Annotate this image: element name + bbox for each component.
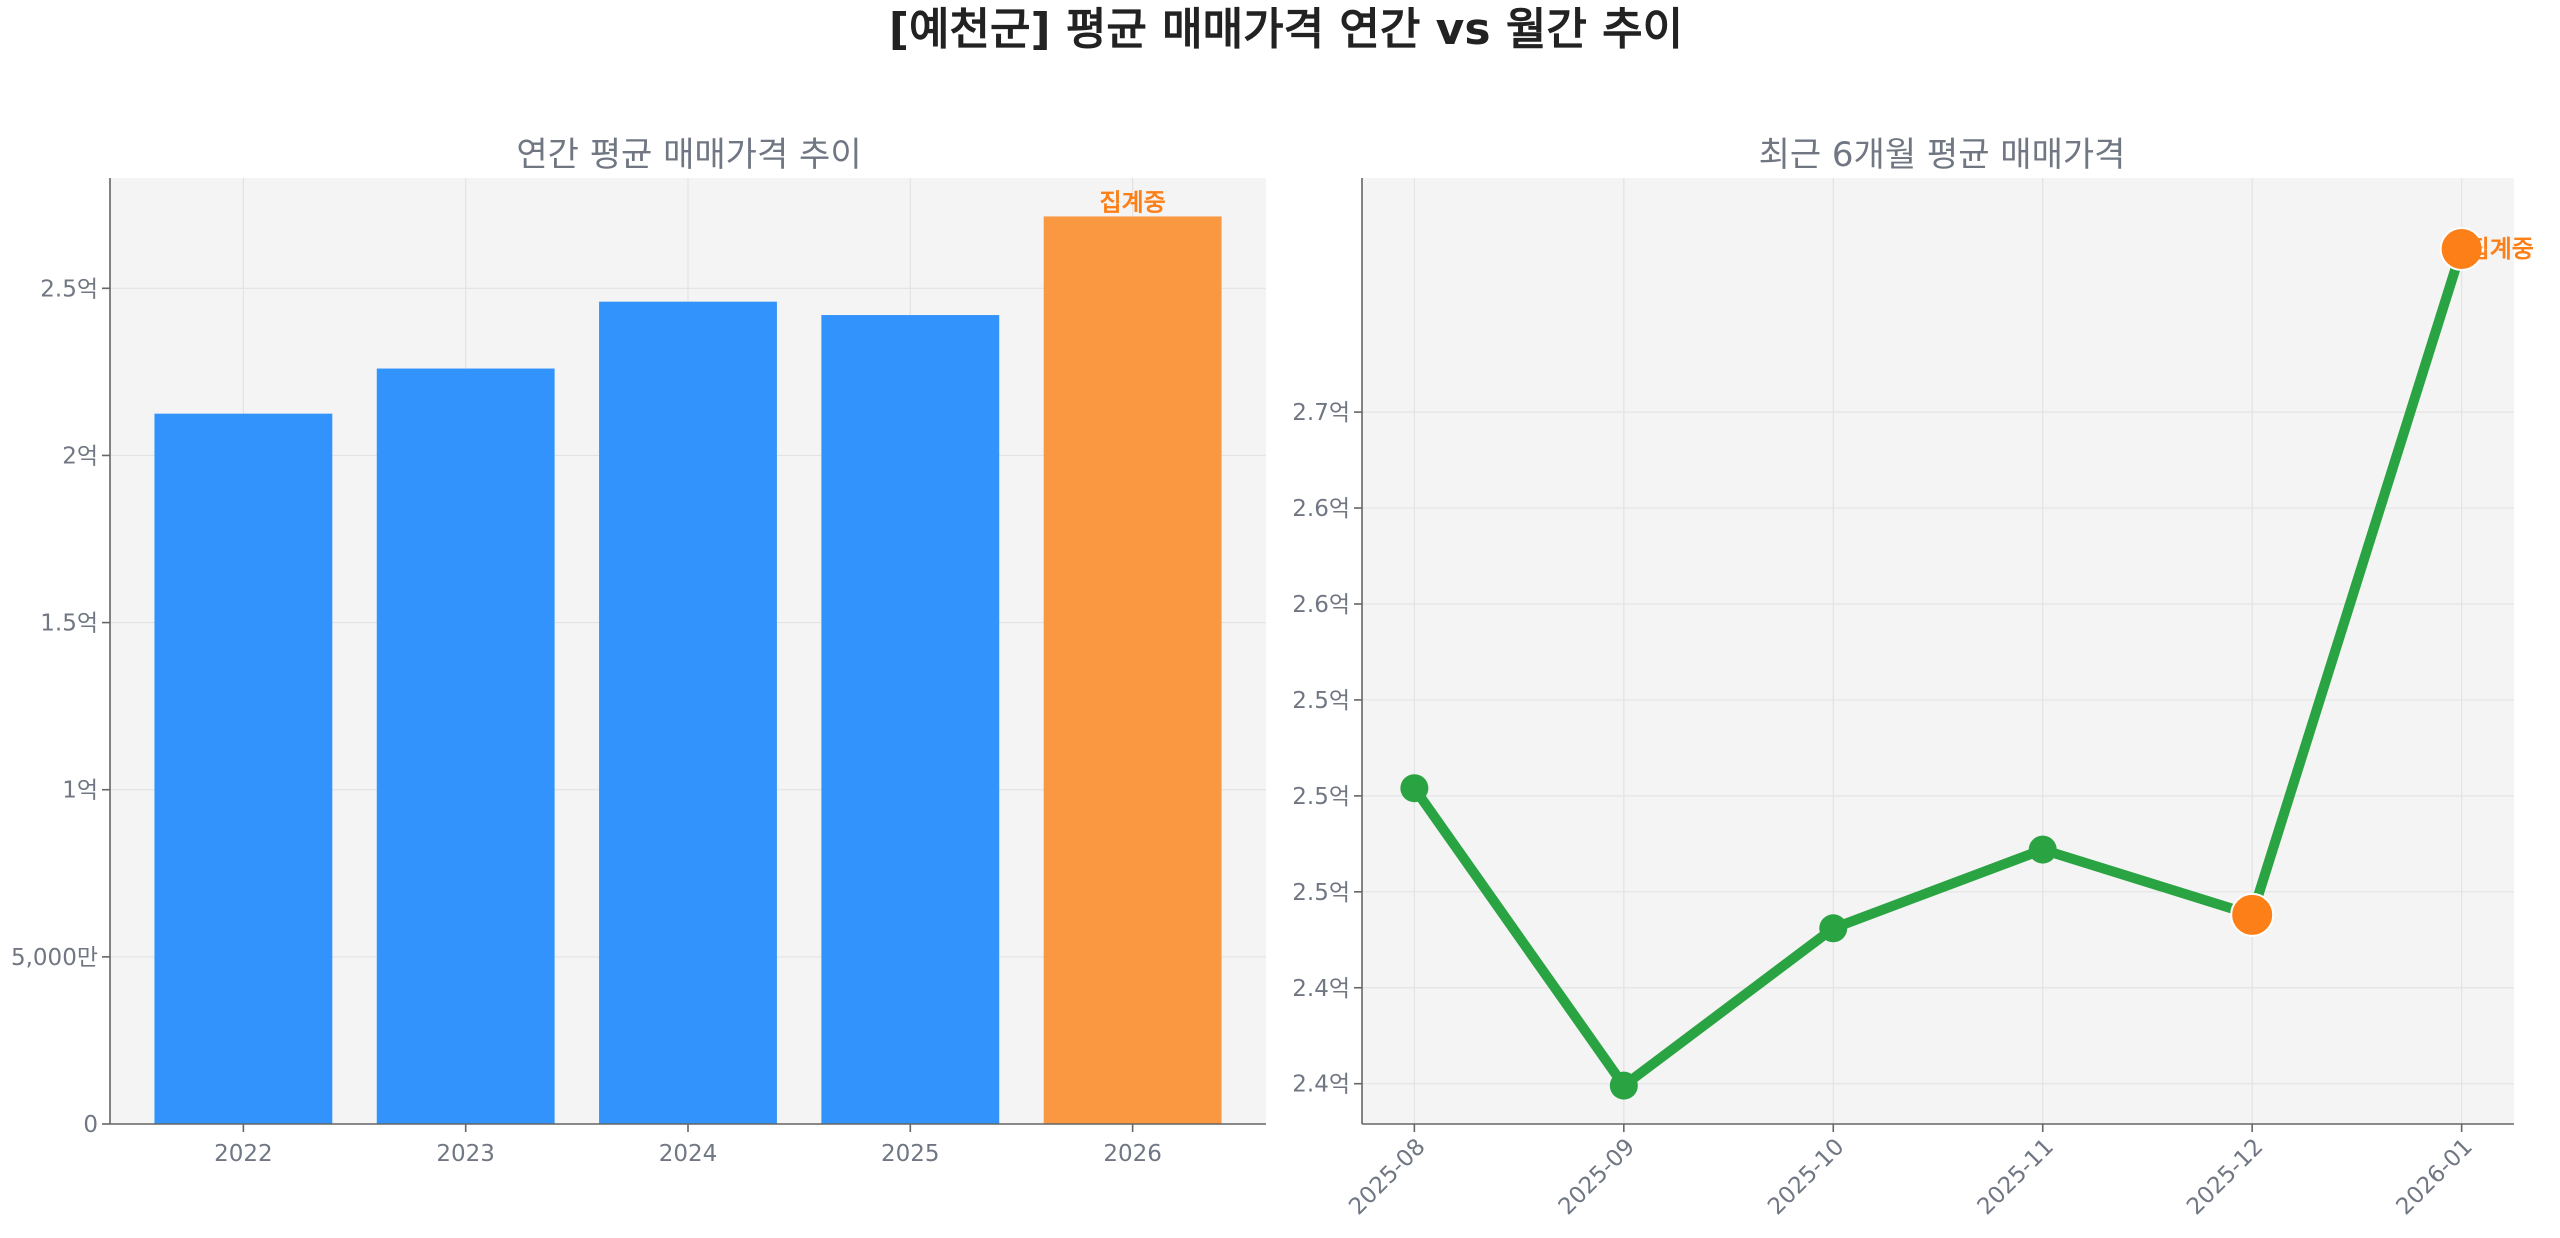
line-x-tick-label: 2025-12 bbox=[2182, 1134, 2268, 1220]
bar-y-tick-label: 0 bbox=[83, 1112, 98, 1138]
line-plot-area bbox=[1362, 178, 2514, 1124]
bar-x-tick-label: 2024 bbox=[659, 1141, 718, 1167]
bar-2024 bbox=[599, 301, 777, 1124]
bar-2023 bbox=[376, 368, 555, 1124]
bar-x-tick-label: 2022 bbox=[214, 1141, 273, 1167]
line-point-2025-08 bbox=[1400, 774, 1429, 803]
line-partial-annotation: 집계중 bbox=[2468, 235, 2534, 263]
monthly-line-chart: 최근 6개월 평균 매매가격 집계중 2.4억 2.4억 2.5억 2.5억 2.5억 2.… bbox=[1292, 135, 2534, 1220]
bar-2025 bbox=[821, 315, 1000, 1125]
bar-2022 bbox=[154, 413, 333, 1124]
figure-title: [예천군] 평균 매매가격 연간 vs 월간 추이 bbox=[889, 4, 1683, 55]
monthly-price-line bbox=[1409, 243, 2467, 1091]
bar-x-tick-label: 2023 bbox=[436, 1141, 495, 1167]
line-x-tick-label: 2025-10 bbox=[1763, 1134, 1849, 1220]
bar-y-tick-label: 1.5억 bbox=[40, 611, 98, 637]
line-y-tick-label: 2.6억 bbox=[1292, 496, 1350, 522]
bar-x-tick-label: 2026 bbox=[1103, 1141, 1162, 1167]
bar-y-tick-label: 2.5억 bbox=[40, 276, 98, 302]
line-y-tick-label: 2.7억 bbox=[1292, 400, 1350, 426]
line-y-tick-label: 2.5억 bbox=[1292, 880, 1350, 906]
line-point-2025-12 bbox=[2230, 892, 2275, 937]
line-point-2025-09 bbox=[1609, 1071, 1638, 1100]
line-y-tick-label: 2.4억 bbox=[1292, 976, 1350, 1002]
bar-chart-title: 연간 평균 매매가격 추이 bbox=[516, 135, 861, 175]
line-chart-title: 최근 6개월 평균 매매가격 bbox=[1759, 135, 2126, 175]
line-y-tick-label: 2.6억 bbox=[1292, 592, 1350, 618]
line-point-2025-10 bbox=[1819, 914, 1848, 943]
bar-x-tick-label: 2025 bbox=[881, 1141, 940, 1167]
bar-y-tick-label: 1억 bbox=[62, 778, 98, 804]
line-x-tick-label: 2026-01 bbox=[2392, 1134, 2478, 1220]
line-y-tick-label: 2.4억 bbox=[1292, 1072, 1350, 1098]
line-x-tick-label: 2025-11 bbox=[1973, 1134, 2059, 1220]
bar-2026 bbox=[1043, 216, 1222, 1124]
line-point-2026-01 bbox=[2439, 226, 2484, 271]
line-point-2025-11 bbox=[2028, 835, 2057, 864]
line-x-tick-label: 2025-09 bbox=[1554, 1134, 1640, 1220]
line-y-tick-label: 2.5억 bbox=[1292, 688, 1350, 714]
line-x-tick-label: 2025-08 bbox=[1344, 1134, 1430, 1220]
bar-partial-annotation: 집계중 bbox=[1099, 188, 1165, 216]
bar-y-tick-label: 2억 bbox=[62, 443, 98, 469]
bar-y-tick-label: 5,000만 bbox=[11, 945, 98, 971]
annual-bar-chart: 연간 평균 매매가격 추이 집계중 0 5,000만 1억 1.5억 2억 2.5억 2022… bbox=[11, 135, 1266, 1167]
line-y-tick-label: 2.5억 bbox=[1292, 784, 1350, 810]
